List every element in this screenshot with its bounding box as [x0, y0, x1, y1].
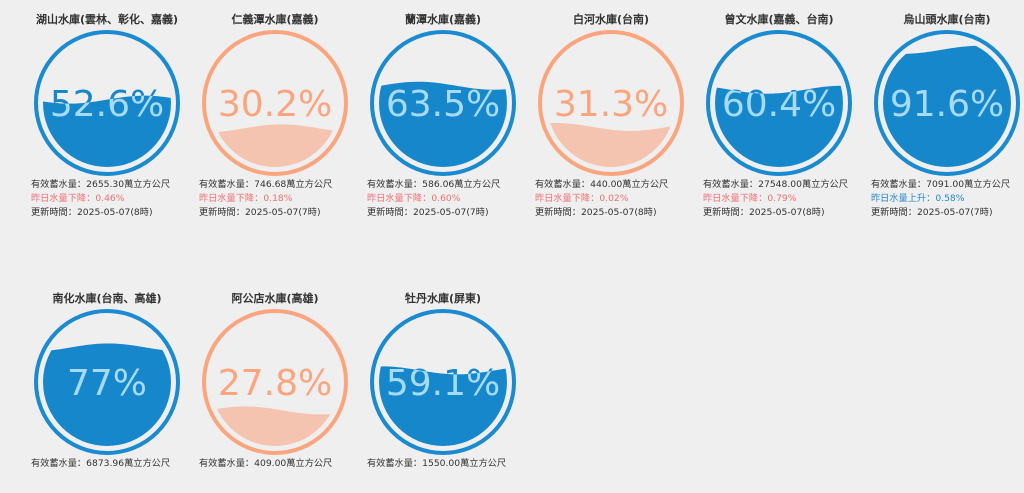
daily-change-line: 昨日水量下降：0.46% [31, 193, 125, 204]
reservoir-card: 蘭潭水庫(嘉義) 63.5%63.5% 有效蓄水量：586.06萬立方公尺 昨日… [359, 12, 527, 220]
percent-label: 27.8% [218, 363, 332, 404]
update-time-line: 更新時間：2025-05-07(7時) [871, 207, 993, 218]
storage-line: 有效蓄水量：586.06萬立方公尺 [367, 179, 501, 190]
storage-line: 有效蓄水量：1550.00萬立方公尺 [367, 458, 507, 469]
gauge-ring [202, 309, 348, 455]
update-time-line: 更新時間：2025-05-07(7時) [367, 207, 489, 218]
daily-change-line: 昨日水量下降：0.79% [703, 193, 797, 204]
update-time-line: 更新時間：2025-05-07(8時) [535, 207, 657, 218]
gauge-ring [370, 309, 516, 455]
water-level-gauge: 27.8%27.8% [202, 309, 348, 455]
update-time-line: 更新時間：2025-05-07(8時) [31, 207, 153, 218]
water-level-gauge: 52.6%52.6% [34, 30, 180, 176]
daily-change-line: 昨日水量下降：0.02% [535, 193, 629, 204]
percent-label-submerged: 77% [67, 363, 147, 404]
reservoir-info: 有效蓄水量：1550.00萬立方公尺 [359, 457, 527, 471]
percent-label: 31.3% [554, 84, 668, 125]
reservoir-card: 白河水庫(台南) 31.3% 31.3% 有效蓄水量：440.00萬立方公尺 昨日… [527, 12, 695, 220]
update-time-line: 更新時間：2025-05-07(7時) [199, 207, 321, 218]
gauge-ring [34, 309, 180, 455]
gauge-ring [202, 30, 348, 176]
gauge-ring [370, 30, 516, 176]
reservoir-card: 湖山水庫(雲林、彰化、嘉義) 52.6%52.6% 有效蓄水量：2655.30萬… [23, 12, 191, 220]
water-level-gauge: 63.5%63.5% [370, 30, 516, 176]
gauge-ring [706, 30, 852, 176]
reservoir-name: 阿公店水庫(高雄) [231, 292, 319, 305]
water-fill [43, 343, 171, 446]
storage-line: 有效蓄水量：27548.00萬立方公尺 [703, 179, 848, 190]
reservoir-name: 仁義潭水庫(嘉義) [231, 13, 319, 26]
reservoir-name: 白河水庫(台南) [572, 13, 650, 26]
reservoir-info: 有效蓄水量：746.68萬立方公尺 昨日水量下降：0.18% 更新時間：2025… [191, 178, 359, 220]
reservoir-card: 牡丹水庫(屏東) 59.1%59.1% 有效蓄水量：1550.00萬立方公尺 [359, 291, 527, 471]
reservoir-info: 有效蓄水量：27548.00萬立方公尺 昨日水量下降：0.79% 更新時間：20… [695, 178, 863, 220]
percent-label-submerged: 63.5% [386, 84, 500, 125]
percent-label-submerged: 30.2% [218, 84, 332, 125]
reservoir-card: 曾文水庫(嘉義、台南) 60.4%60.4% 有效蓄水量：27548.00萬立方… [695, 12, 863, 220]
water-fill [379, 81, 507, 167]
update-time-line: 更新時間：2025-05-07(8時) [703, 207, 825, 218]
percent-label-submerged: 91.6% [890, 84, 1004, 125]
reservoir-info: 有效蓄水量：2655.30萬立方公尺 昨日水量下降：0.46% 更新時間：202… [23, 178, 191, 220]
reservoir-card: 烏山頭水庫(台南) 91.6%91.6% 有效蓄水量：7091.00萬立方公尺 … [863, 12, 1024, 220]
storage-line: 有效蓄水量：6873.96萬立方公尺 [31, 458, 171, 469]
reservoir-info: 有效蓄水量：586.06萬立方公尺 昨日水量下降：0.60% 更新時間：2025… [359, 178, 527, 220]
reservoir-name: 蘭潭水庫(嘉義) [404, 13, 482, 26]
storage-line: 有效蓄水量：440.00萬立方公尺 [535, 179, 669, 190]
storage-line: 有效蓄水量：2655.30萬立方公尺 [31, 179, 171, 190]
water-level-gauge: 91.6%91.6% [874, 30, 1020, 176]
storage-line: 有效蓄水量：409.00萬立方公尺 [199, 458, 333, 469]
reservoir-name: 曾文水庫(嘉義、台南) [724, 13, 834, 26]
water-fill [883, 45, 1011, 167]
reservoir-name: 南化水庫(台南、高雄) [52, 292, 162, 305]
gauge-ring [34, 30, 180, 176]
reservoir-card: 南化水庫(台南、高雄) 77%77% 有效蓄水量：6873.96萬立方公尺 [23, 291, 191, 471]
gauge-ring [874, 30, 1020, 176]
reservoir-name: 牡丹水庫(屏東) [404, 292, 482, 305]
water-level-gauge: 30.2%30.2% [202, 30, 348, 176]
gauge-ring [538, 30, 684, 176]
storage-line: 有效蓄水量：7091.00萬立方公尺 [871, 179, 1011, 190]
storage-line: 有效蓄水量：746.68萬立方公尺 [199, 179, 333, 190]
reservoir-name: 烏山頭水庫(台南) [903, 13, 991, 26]
reservoir-name: 湖山水庫(雲林、彰化、嘉義) [35, 13, 179, 26]
water-level-gauge: 31.3%31.3% [538, 30, 684, 176]
water-level-gauge: 77%77% [34, 309, 180, 455]
percent-label: 30.2% [218, 84, 332, 125]
water-level-gauge: 60.4%60.4% [706, 30, 852, 176]
reservoir-card: 阿公店水庫(高雄) 27.8% 27.8% 有效蓄水量：409.00萬立方公尺 [191, 291, 359, 471]
reservoir-card: 仁義潭水庫(嘉義) 30.2% 30.2% 有效蓄水量：746.68萬立方公尺 昨… [191, 12, 359, 220]
water-level-gauge: 59.1%59.1% [370, 309, 516, 455]
daily-change-line: 昨日水量上升：0.58% [871, 193, 965, 204]
reservoir-info: 有效蓄水量：6873.96萬立方公尺 [23, 457, 191, 471]
reservoir-info: 有效蓄水量：440.00萬立方公尺 昨日水量下降：0.02% 更新時間：2025… [527, 178, 695, 220]
reservoir-info: 有效蓄水量：409.00萬立方公尺 [191, 457, 359, 471]
daily-change-line: 昨日水量下降：0.18% [199, 193, 293, 204]
daily-change-line: 昨日水量下降：0.60% [367, 193, 461, 204]
reservoir-info: 有效蓄水量：7091.00萬立方公尺 昨日水量上升：0.58% 更新時間：202… [863, 178, 1024, 220]
